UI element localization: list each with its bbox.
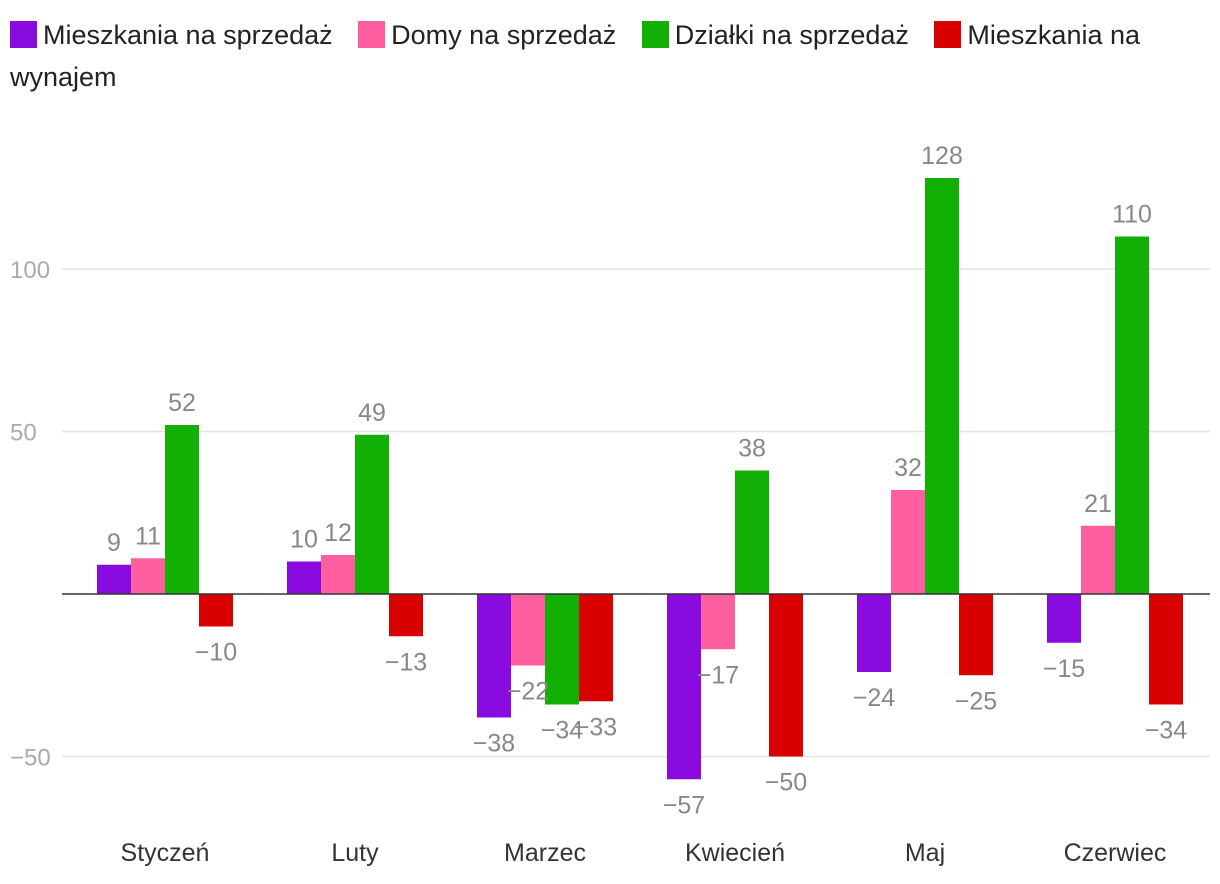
bar[interactable] [857, 594, 891, 672]
bar[interactable] [389, 594, 423, 637]
bar[interactable] [667, 594, 701, 780]
value-label: 52 [168, 389, 196, 417]
legend-item-plots-sale[interactable]: Działki na sprzedaż [641, 20, 909, 50]
bar[interactable] [131, 558, 165, 594]
legend-swatch [358, 21, 386, 48]
legend-item-apartments-sale[interactable]: Mieszkania na sprzedaż [10, 20, 333, 50]
bar[interactable] [769, 594, 803, 757]
value-label: 38 [738, 435, 766, 463]
value-label: 32 [894, 454, 922, 482]
value-label: −24 [853, 684, 896, 712]
x-tick-label: Czerwiec [1064, 839, 1167, 867]
value-label: 11 [135, 522, 161, 550]
bar[interactable] [1115, 236, 1149, 595]
bar[interactable] [287, 561, 321, 595]
legend-label: Domy na sprzedaż [391, 20, 617, 50]
value-label: 128 [921, 142, 963, 170]
bar[interactable] [959, 594, 993, 676]
legend-label: Mieszkania na wynajem [10, 20, 1141, 92]
value-label: −34 [541, 717, 584, 745]
bar[interactable] [735, 470, 769, 595]
legend-swatch [641, 21, 669, 48]
bar[interactable] [165, 425, 199, 594]
y-tick-label: −50 [10, 745, 51, 772]
x-tick-label: Marzec [504, 839, 586, 867]
legend-label: Działki na sprzedaż [674, 20, 909, 50]
bar[interactable] [97, 564, 131, 594]
bar[interactable] [1149, 594, 1183, 705]
value-label: 110 [1112, 201, 1152, 229]
legend-item-houses-sale[interactable]: Domy na sprzedaż [358, 20, 616, 50]
bar[interactable] [891, 490, 925, 594]
legend-swatch [10, 21, 37, 48]
value-label: −15 [1043, 655, 1085, 683]
value-label: −17 [697, 661, 739, 689]
bar[interactable] [701, 594, 735, 650]
value-label: 10 [290, 526, 318, 554]
bar[interactable] [355, 434, 389, 594]
value-label: 21 [1084, 490, 1112, 518]
value-label: 12 [324, 519, 352, 547]
bar[interactable] [321, 555, 355, 594]
x-tick-label: Maj [905, 839, 945, 867]
legend-swatch [934, 21, 962, 48]
x-tick-label: Kwiecień [685, 839, 785, 867]
value-label: −33 [575, 713, 617, 741]
bar[interactable] [1047, 594, 1081, 643]
value-label: 49 [358, 399, 386, 427]
y-tick-label: 100 [10, 257, 50, 284]
x-tick-label: Luty [331, 839, 379, 867]
value-label: 9 [107, 529, 121, 557]
value-label: −25 [955, 687, 997, 715]
gridlines: −50 50 100 [10, 257, 1210, 772]
legend-item-apartments-rent[interactable]: Mieszkania na wynajem [10, 20, 1140, 92]
bar[interactable] [925, 178, 959, 594]
bar[interactable] [1081, 525, 1115, 594]
x-tick-label: Styczeń [121, 839, 210, 867]
legend: Mieszkania na sprzedaż Domy na sprzedaż … [10, 14, 1190, 98]
value-label: −57 [663, 791, 705, 819]
bar[interactable] [545, 594, 579, 705]
value-label: −13 [385, 648, 427, 676]
value-label: −22 [507, 678, 549, 706]
y-tick-label: 50 [10, 420, 37, 447]
bar[interactable] [477, 594, 511, 718]
legend-label: Mieszkania na sprzedaż [43, 20, 333, 50]
bars [97, 178, 1183, 780]
bar[interactable] [511, 594, 545, 666]
bar[interactable] [199, 594, 233, 627]
value-label: −10 [195, 639, 237, 667]
value-label: −38 [473, 730, 515, 758]
value-label: −34 [1145, 717, 1188, 745]
value-label: −50 [765, 769, 807, 797]
bar[interactable] [579, 594, 613, 702]
